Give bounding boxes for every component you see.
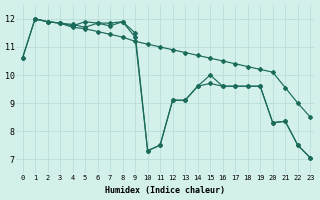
X-axis label: Humidex (Indice chaleur): Humidex (Indice chaleur) [105,186,225,195]
